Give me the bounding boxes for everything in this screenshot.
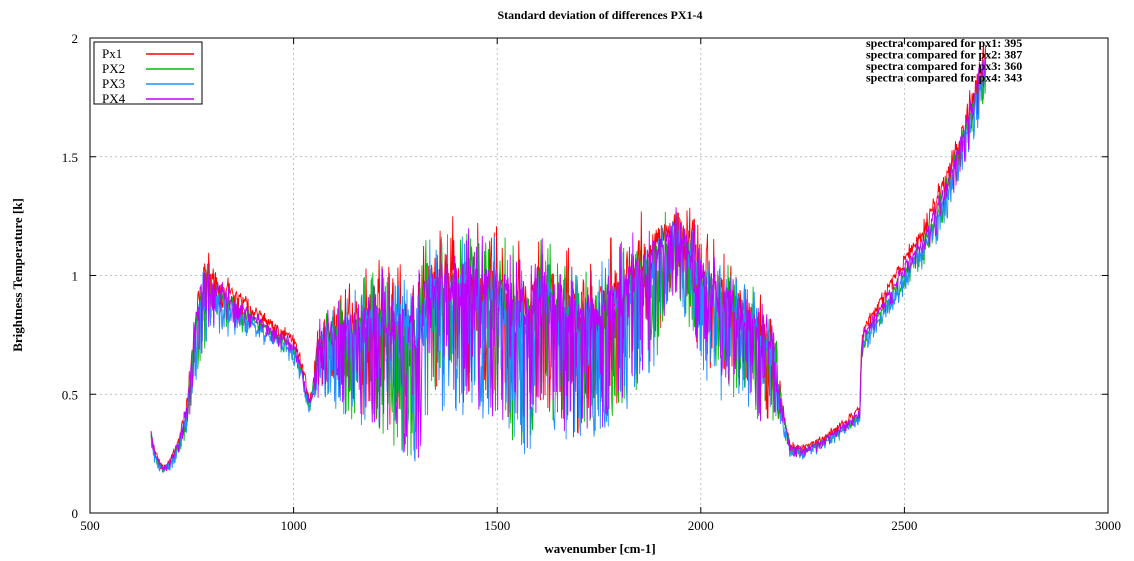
series-line-px4 <box>150 57 987 472</box>
y-tick-label: 0 <box>72 506 79 521</box>
legend-label: PX4 <box>102 91 126 106</box>
annotation-text: spectra compared for px2: 387 <box>866 48 1022 62</box>
y-tick-label: 1 <box>72 269 79 284</box>
y-tick-label: 0.5 <box>62 387 78 402</box>
y-tick-label: 1.5 <box>62 150 78 165</box>
legend-label: PX3 <box>102 76 125 91</box>
legend-label: PX2 <box>102 61 125 76</box>
legend-box <box>93 41 203 105</box>
grid <box>90 38 1108 513</box>
x-tick-label: 3000 <box>1095 518 1121 533</box>
x-tick-label: 2500 <box>891 518 917 533</box>
series-layer <box>150 42 987 474</box>
x-axis-title: wavenumber [cm-1] <box>544 541 655 556</box>
annotation-text: spectra compared for px3: 360 <box>866 59 1022 73</box>
y-axis-title: Brightness Temperature [k] <box>10 198 25 352</box>
x-tick-label: 1500 <box>484 518 510 533</box>
ticks: 500 1000 1500 2000 2500 3000 0 0.5 1 1.5 2 <box>62 31 1121 533</box>
x-tick-label: 1000 <box>281 518 307 533</box>
x-tick-label: 2000 <box>688 518 714 533</box>
series-line-px1 <box>150 42 987 472</box>
x-tick-label: 500 <box>80 518 100 533</box>
legend-label: Px1 <box>102 46 122 61</box>
annotation-text: spectra compared for px4: 343 <box>866 71 1022 85</box>
annotation-text: spectra compared for px1: 395 <box>866 36 1022 50</box>
y-tick-label: 2 <box>72 31 79 46</box>
chart-title: Standard deviation of differences PX1-4 <box>497 8 702 22</box>
